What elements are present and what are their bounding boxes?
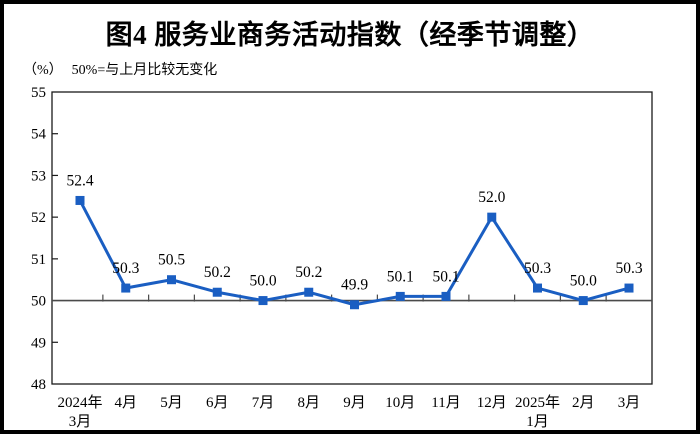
x-axis-label: 2月 <box>572 395 595 411</box>
x-axis-label: 4月 <box>114 395 137 411</box>
y-axis-tick-label: 54 <box>31 127 47 143</box>
data-point-marker <box>441 291 451 301</box>
data-point-marker <box>578 296 588 306</box>
data-point-label: 50.3 <box>524 260 551 277</box>
x-axis-label: 5月 <box>160 395 183 411</box>
chart-subtitle: （%） 50%=与上月比较无变化 <box>23 59 217 79</box>
data-point-label: 52.4 <box>66 172 93 189</box>
data-point-marker <box>75 195 85 205</box>
x-axis-label: 1月 <box>526 414 549 430</box>
y-axis-tick-label: 55 <box>31 85 46 101</box>
y-axis-tick-label: 48 <box>31 377 46 393</box>
data-point-marker <box>395 291 405 301</box>
y-axis-tick-label: 53 <box>31 168 46 184</box>
x-axis-label: 11月 <box>431 395 460 411</box>
x-axis-label: 3月 <box>618 395 641 411</box>
y-axis-tick-label: 49 <box>31 335 46 351</box>
data-point-marker <box>350 300 359 310</box>
data-point-label: 50.0 <box>249 273 276 290</box>
data-point-label: 50.2 <box>204 264 231 281</box>
data-point-label: 50.1 <box>432 268 459 285</box>
data-point-label: 50.5 <box>158 252 185 269</box>
data-point-marker <box>624 283 634 293</box>
y-axis-tick-label: 52 <box>31 210 46 226</box>
data-point-marker <box>533 283 542 293</box>
x-axis-label: 8月 <box>297 395 320 411</box>
data-point-marker <box>212 287 222 297</box>
reference-note: 50%=与上月比较无变化 <box>71 63 218 78</box>
data-point-marker <box>167 275 176 285</box>
data-point-label: 50.3 <box>112 260 139 277</box>
data-point-label: 52.0 <box>478 189 505 206</box>
x-axis-label: 6月 <box>206 395 229 411</box>
data-point-label: 49.9 <box>341 277 368 294</box>
data-point-marker <box>487 212 497 222</box>
x-axis-label: 12月 <box>477 395 507 411</box>
plot-border <box>51 91 653 385</box>
data-point-label: 50.3 <box>615 260 642 277</box>
y-axis-tick-label: 50 <box>31 294 46 310</box>
x-axis-label: 7月 <box>252 395 275 411</box>
x-axis-label: 10月 <box>385 395 415 411</box>
line-chart: 48 49 50 51 52 53 54 55 2024年 3月 4月 5月 6月 7月 8月 9月 10月 11… <box>31 85 653 430</box>
data-point-marker <box>304 287 314 297</box>
y-axis-tick-label: 51 <box>31 252 46 268</box>
x-axis-label: 9月 <box>343 395 366 411</box>
y-axis-unit-label: （%） <box>23 63 63 78</box>
data-point-label: 50.2 <box>295 264 322 281</box>
data-point-label: 50.0 <box>570 273 597 290</box>
data-point-marker <box>121 283 131 293</box>
data-point-marker <box>258 296 268 306</box>
x-axis-label: 3月 <box>69 414 92 430</box>
chart-title: 图4 服务业商务活动指数（经季节调整） <box>105 20 595 50</box>
x-axis-label: 2025年 <box>515 394 560 411</box>
data-point-label: 50.1 <box>387 268 414 285</box>
x-axis-label: 2024年 <box>57 394 102 411</box>
